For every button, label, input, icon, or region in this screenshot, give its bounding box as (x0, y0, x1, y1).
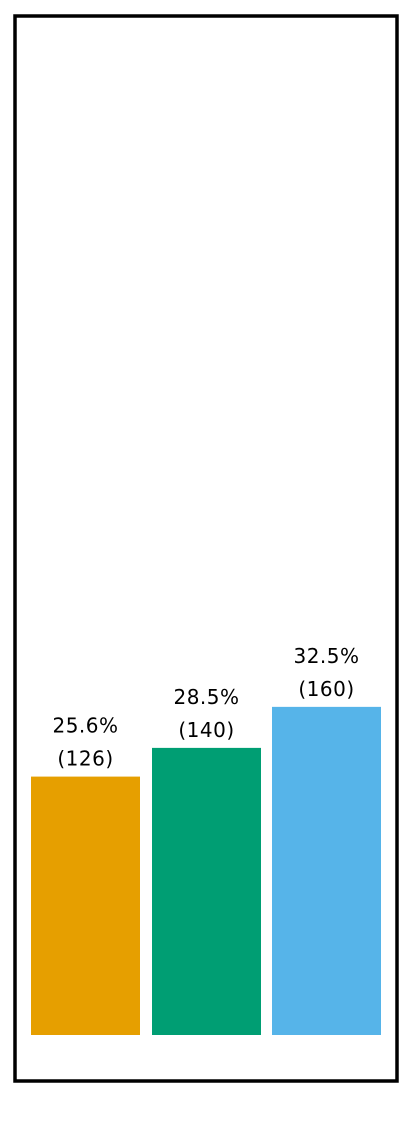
bar-1-percent-label: 25.6% (52, 714, 118, 738)
bars-layer (31, 706, 381, 1035)
bar-3 (272, 706, 381, 1035)
bar-2 (152, 747, 261, 1035)
bar-2-count-label: (140) (178, 718, 234, 742)
bar-1 (31, 776, 140, 1035)
bar-2-percent-label: 28.5% (173, 685, 239, 709)
labels-layer: 25.6% (126) 28.5% (140) 32.5% (160) (52, 644, 359, 771)
bar-3-count-label: (160) (298, 677, 354, 701)
bar-1-count-label: (126) (57, 747, 113, 771)
bar-3-percent-label: 32.5% (293, 644, 359, 668)
